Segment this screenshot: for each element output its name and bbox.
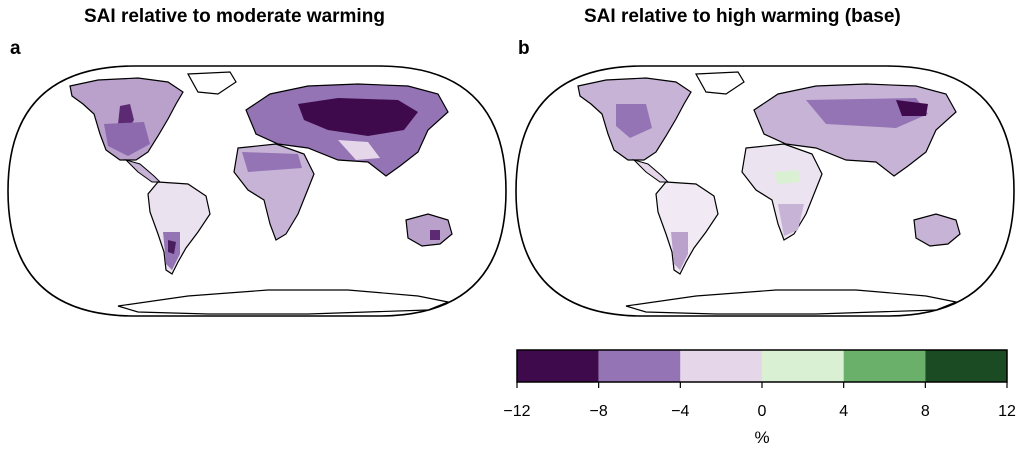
panel-b-title: SAI relative to high warming (base) xyxy=(584,6,901,27)
world-map-b xyxy=(515,65,1015,317)
australia xyxy=(405,213,453,247)
australia-dark xyxy=(430,230,440,240)
greenland xyxy=(695,71,745,95)
africa xyxy=(741,143,823,241)
eurasia-dark xyxy=(896,100,928,116)
north-america-mid xyxy=(616,104,652,138)
colorbar xyxy=(516,349,1008,388)
colorbar-swatch xyxy=(843,350,926,382)
colorbar-tick-label: 0 xyxy=(757,403,767,420)
colorbar-swatch xyxy=(762,350,844,382)
eurasia-light xyxy=(338,140,380,160)
colorbar-tick-label: 8 xyxy=(920,403,930,420)
south-america-south xyxy=(671,232,688,270)
eurasia-mid xyxy=(806,98,928,128)
panel-a-letter: a xyxy=(10,38,21,59)
antarctica xyxy=(625,289,959,315)
colorbar-tick-label: −8 xyxy=(589,403,608,420)
colorbar-swatch xyxy=(680,350,762,382)
panel-a-title: SAI relative to moderate warming xyxy=(84,6,385,27)
south-america xyxy=(655,181,719,275)
africa-green xyxy=(774,170,800,184)
panel-b-letter: b xyxy=(518,38,530,59)
colorbar-tick-label: 4 xyxy=(839,403,849,420)
map-panel-b xyxy=(515,64,1015,318)
world-map-a xyxy=(7,65,507,317)
south-america-dark xyxy=(168,240,176,254)
colorbar-swatches xyxy=(516,349,1008,388)
north-america-mid xyxy=(104,122,150,156)
colorbar-tick-label: 12 xyxy=(998,403,1016,420)
antarctica xyxy=(117,289,451,315)
colorbar-unit-label: % xyxy=(754,428,770,447)
colorbar-tick-label: −4 xyxy=(671,403,690,420)
africa-south xyxy=(778,204,804,236)
greenland xyxy=(187,71,237,95)
colorbar-swatch xyxy=(517,350,599,382)
colorbar-swatch xyxy=(925,350,1007,382)
map-panel-a xyxy=(7,64,507,318)
colorbar-swatch xyxy=(598,350,681,382)
eurasia-dark xyxy=(298,98,418,136)
africa-north xyxy=(242,152,302,172)
south-america xyxy=(147,181,211,275)
colorbar-tick-label: −12 xyxy=(503,403,531,420)
australia xyxy=(913,213,961,247)
